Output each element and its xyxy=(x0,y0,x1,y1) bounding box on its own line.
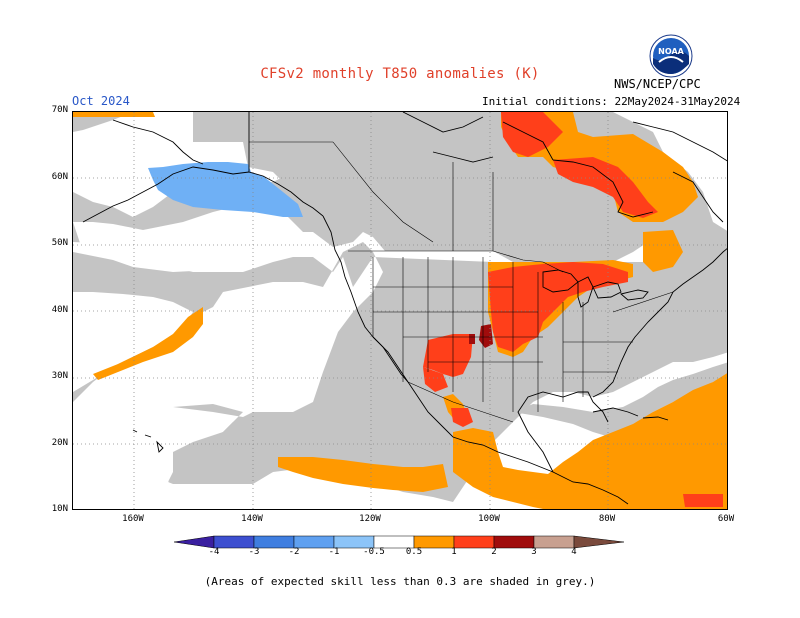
lon-label: 60W xyxy=(717,514,735,524)
lon-label: 120W xyxy=(359,514,381,524)
lat-label: 70N xyxy=(51,105,68,115)
anomaly-1-to-2 xyxy=(423,112,723,507)
colorbar xyxy=(173,535,625,549)
near-zero-areas xyxy=(73,164,293,509)
lat-label: 50N xyxy=(51,238,68,248)
chart-title: CFSv2 monthly T850 anomalies (K) xyxy=(260,66,540,82)
colorbar-label: 2 xyxy=(491,547,497,557)
lat-label: 40N xyxy=(51,305,68,315)
logo-text: NOAA xyxy=(658,47,684,56)
lat-label: 20N xyxy=(51,438,68,448)
lat-label: 30N xyxy=(51,371,68,381)
lat-label: 10N xyxy=(51,504,68,514)
colorbar-label: -2 xyxy=(288,547,300,557)
lon-label: 140W xyxy=(241,514,263,524)
colorbar-label: 4 xyxy=(571,547,577,557)
colorbar-label: -4 xyxy=(208,547,220,557)
anomaly-map xyxy=(72,111,728,510)
colorbar-label: -1 xyxy=(328,547,340,557)
coastlines xyxy=(82,112,727,505)
lon-label: 100W xyxy=(478,514,500,524)
initial-conditions: Initial conditions: 22May2024-31May2024 xyxy=(482,95,741,108)
skill-caption: (Areas of expected skill less than 0.3 a… xyxy=(204,575,596,588)
lat-label: 60N xyxy=(51,172,68,182)
colorbar-label: -0.5 xyxy=(363,547,385,557)
colorbar-label: 0.5 xyxy=(405,547,423,557)
map-canvas xyxy=(73,112,727,509)
political-borders xyxy=(249,141,674,423)
lon-label: 160W xyxy=(122,514,144,524)
colorbar-label: 1 xyxy=(451,547,457,557)
lon-label: 80W xyxy=(598,514,616,524)
graticule xyxy=(73,112,727,509)
anomaly-2-to-3 xyxy=(469,324,493,348)
noaa-logo: NOAA xyxy=(649,34,693,78)
colorbar-label: 3 xyxy=(531,547,537,557)
forecast-month: Oct 2024 xyxy=(72,94,130,108)
colorbar-label: -3 xyxy=(248,547,260,557)
colorbar-extend-high xyxy=(573,535,625,549)
anomaly-neg-1-to-neg-0.5 xyxy=(148,162,303,217)
agency-label: NWS/NCEP/CPC xyxy=(614,77,701,91)
